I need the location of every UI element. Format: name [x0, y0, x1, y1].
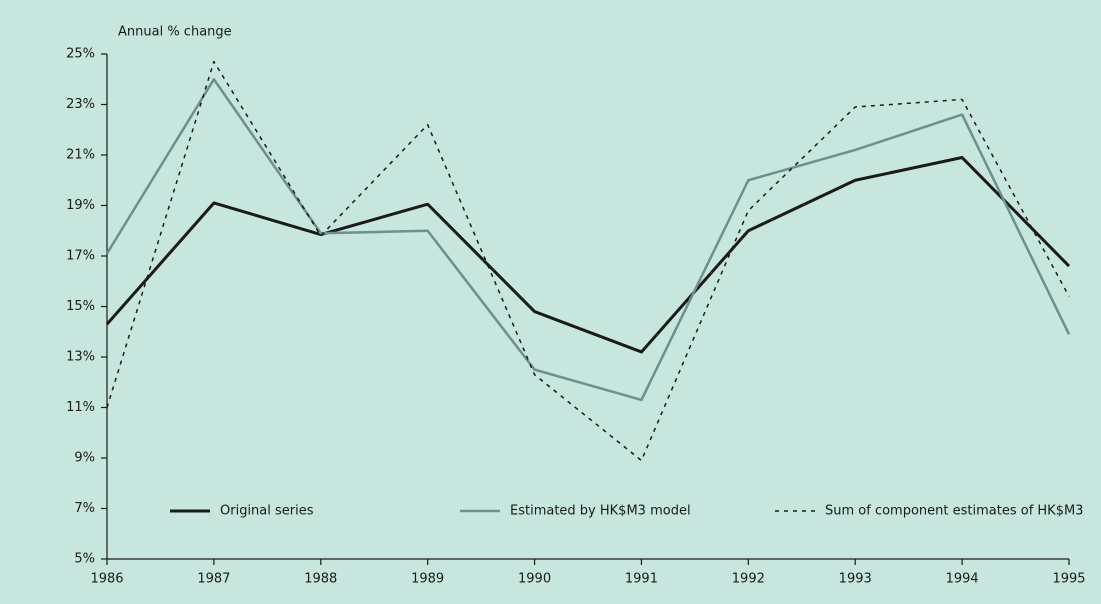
y-tick-label: 15% [66, 299, 95, 314]
series-line [106, 60, 1070, 462]
x-tick-label: 1995 [1052, 572, 1085, 587]
x-tick-label: 1990 [518, 572, 551, 587]
x-tick-label: 1986 [90, 572, 123, 587]
x-tick-label: 1988 [304, 572, 337, 587]
legend-label: Original series [220, 504, 314, 519]
y-tick-label: 5% [74, 552, 95, 567]
y-axis-label: Annual % change [118, 25, 232, 40]
y-tick-label: 23% [66, 97, 95, 112]
y-tick-label: 9% [74, 451, 95, 466]
y-tick-label: 7% [74, 501, 95, 516]
x-tick-label: 1987 [197, 572, 230, 587]
x-tick-label: 1993 [839, 572, 872, 587]
y-tick-label: 17% [66, 249, 95, 264]
y-tick-label: 21% [66, 148, 95, 163]
x-tick-label: 1991 [625, 572, 658, 587]
legend-label: Sum of component estimates of HK$M3 [825, 504, 1083, 519]
y-tick-label: 25% [66, 47, 95, 62]
y-tick-label: 19% [66, 198, 95, 213]
x-tick-label: 1994 [946, 572, 979, 587]
x-tick-label: 1992 [732, 572, 765, 587]
x-tick-label: 1989 [411, 572, 444, 587]
series-line [105, 156, 1071, 354]
y-tick-label: 13% [66, 350, 95, 365]
legend-label: Estimated by HK$M3 model [510, 504, 691, 519]
y-tick-label: 11% [66, 400, 95, 415]
series-line [105, 78, 1071, 402]
